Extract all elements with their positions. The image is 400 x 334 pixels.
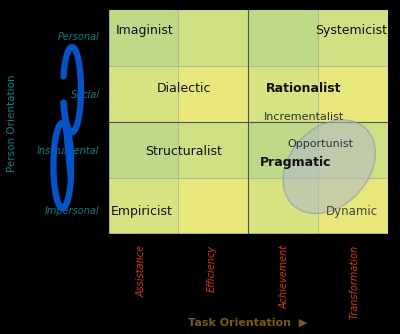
Text: Empiricist: Empiricist	[111, 205, 172, 218]
Text: Systemicist: Systemicist	[316, 24, 388, 37]
Bar	[108, 10, 178, 234]
Text: Transformation: Transformation	[350, 245, 359, 319]
Text: Achievement: Achievement	[279, 245, 289, 309]
Text: Dialectic: Dialectic	[156, 82, 211, 95]
Text: Efficiency: Efficiency	[206, 245, 217, 292]
Text: Instrumental: Instrumental	[37, 146, 100, 156]
Text: Person Orientation: Person Orientation	[7, 75, 17, 172]
Text: Impersonal: Impersonal	[45, 206, 100, 216]
Bar	[178, 10, 248, 234]
Text: Incrementalist: Incrementalist	[264, 113, 344, 123]
Bar	[248, 10, 318, 234]
Text: Opportunist: Opportunist	[288, 139, 354, 149]
Text: Pragmatic: Pragmatic	[260, 156, 331, 169]
Bar	[108, 122, 388, 178]
Bar	[108, 10, 388, 66]
Text: Structuralist: Structuralist	[145, 145, 222, 158]
Text: Social: Social	[70, 90, 100, 100]
Bar	[318, 10, 388, 234]
Text: Dynamic: Dynamic	[326, 205, 378, 218]
Text: Task Orientation  ▶: Task Orientation ▶	[188, 317, 308, 327]
Bar	[108, 66, 388, 122]
Text: Rationalist: Rationalist	[266, 82, 342, 95]
Bar	[108, 178, 388, 234]
Ellipse shape	[283, 120, 375, 213]
Text: ▲: ▲	[30, 8, 38, 18]
Text: Imaginist: Imaginist	[116, 24, 173, 37]
Text: Personal: Personal	[58, 32, 100, 42]
Text: Assistance: Assistance	[136, 245, 146, 297]
